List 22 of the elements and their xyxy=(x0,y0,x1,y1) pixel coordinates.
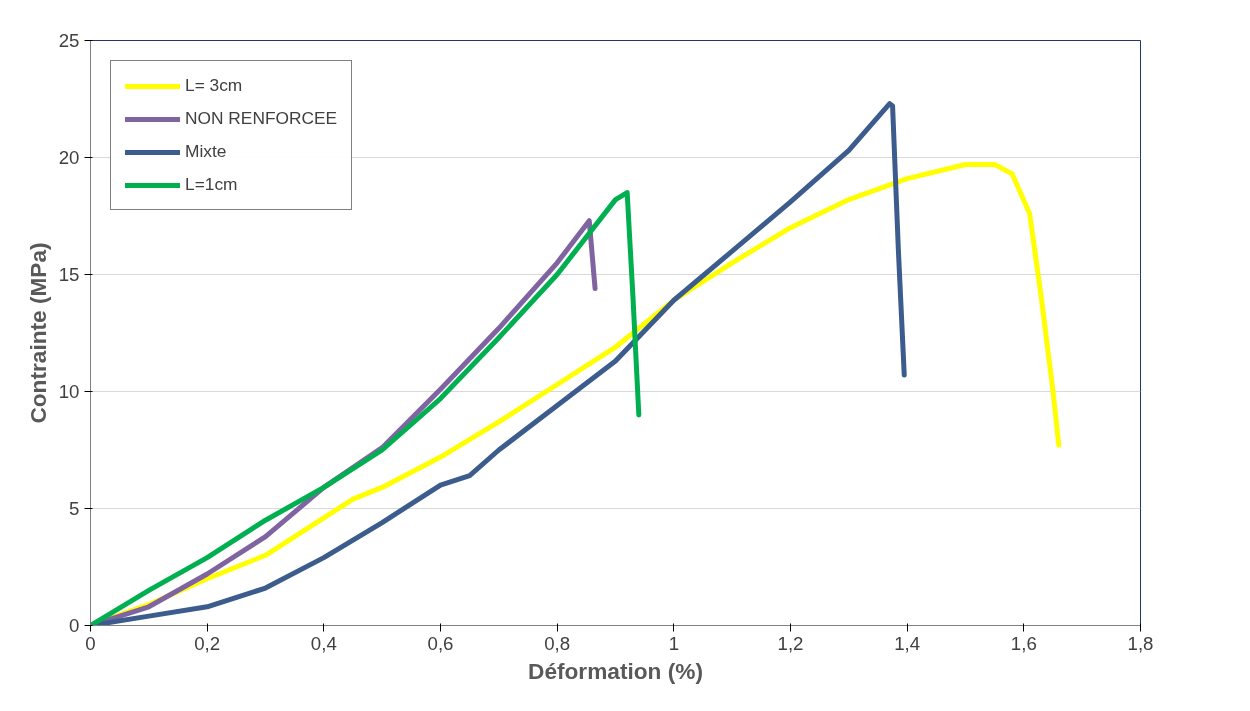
y-tick-label: 5 xyxy=(69,498,80,519)
x-tick-label: 1,4 xyxy=(894,632,921,654)
y-axis-title: Contrainte (MPa) xyxy=(24,242,51,424)
x-tick-label: 0 xyxy=(85,632,96,654)
y-tick-label: 20 xyxy=(58,147,80,168)
legend-label: L=1cm xyxy=(185,174,238,195)
y-tick-label: 15 xyxy=(58,264,80,285)
legend-label: Mixte xyxy=(185,141,227,162)
y-tick-label: 0 xyxy=(69,615,80,636)
x-tick-label: 1,8 xyxy=(1127,632,1154,654)
x-axis-title: Déformation (%) xyxy=(528,657,703,684)
x-tick-label: 0,6 xyxy=(427,632,454,654)
legend-label: L= 3cm xyxy=(185,75,243,96)
y-tick-label: 10 xyxy=(58,381,80,402)
y-tick-label: 25 xyxy=(58,30,80,51)
legend-label: NON RENFORCEE xyxy=(185,108,338,129)
x-tick-label: 0,4 xyxy=(310,632,337,654)
x-tick-label: 1,2 xyxy=(777,632,804,654)
x-tick-label: 0,2 xyxy=(194,632,221,654)
x-tick-label: 1 xyxy=(668,632,680,654)
x-tick-label: 0,8 xyxy=(544,632,571,654)
x-tick-label: 1,6 xyxy=(1010,632,1037,654)
